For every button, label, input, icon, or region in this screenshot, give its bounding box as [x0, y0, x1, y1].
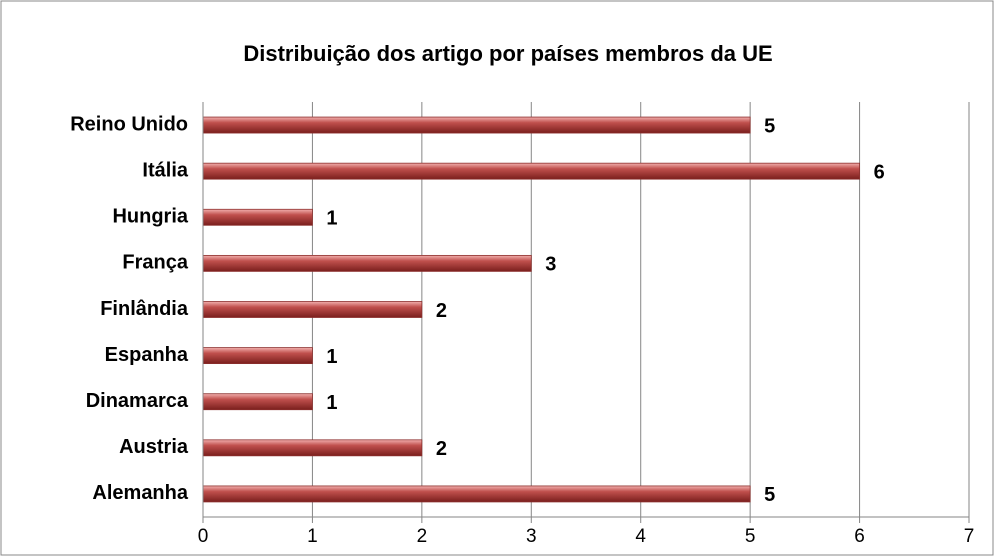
x-tick-label: 5	[745, 526, 756, 547]
x-tick-label: 0	[198, 526, 209, 547]
chart-title: Distribuição dos artigo por países membr…	[243, 41, 772, 66]
data-label: 3	[545, 254, 556, 276]
x-tick-label: 1	[307, 526, 318, 547]
bar	[202, 347, 313, 365]
data-label: 2	[436, 438, 447, 460]
bar	[202, 301, 423, 318]
y-tick-label: França	[122, 252, 188, 274]
y-tick-label: Alemanha	[92, 482, 188, 504]
y-tick-label: Austria	[119, 436, 189, 458]
data-label: 5	[764, 115, 775, 137]
y-tick-label: Itália	[142, 159, 188, 181]
data-label: 1	[326, 208, 337, 230]
data-label: 6	[874, 161, 885, 183]
y-tick-label: Hungria	[112, 206, 188, 228]
data-label: 5	[764, 484, 775, 506]
x-tick-label: 3	[526, 526, 537, 547]
y-tick-label: Finlândia	[100, 298, 189, 320]
data-label: 1	[326, 392, 337, 414]
bar	[202, 208, 313, 226]
bar	[202, 116, 751, 134]
data-label: 1	[326, 346, 337, 368]
data-label: 2	[436, 300, 447, 322]
x-tick-label: 2	[417, 526, 428, 547]
y-tick-label: Reino Unido	[70, 113, 188, 135]
x-tick-label: 6	[854, 526, 865, 547]
bar	[202, 254, 532, 272]
y-tick-label: Espanha	[105, 344, 189, 366]
x-tick-label: 4	[635, 526, 646, 547]
bar	[202, 439, 423, 457]
bar	[202, 393, 313, 411]
x-tick-label: 7	[964, 526, 975, 547]
bar	[202, 485, 751, 503]
bar	[202, 162, 860, 180]
y-tick-label: Dinamarca	[86, 390, 189, 412]
